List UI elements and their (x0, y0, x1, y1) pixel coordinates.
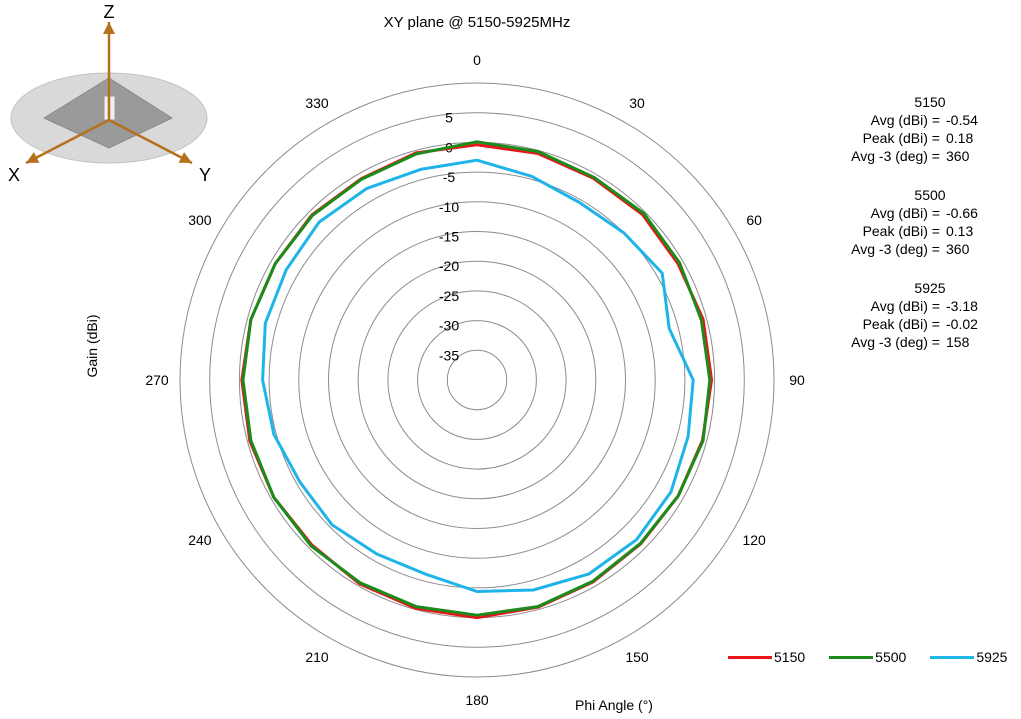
stat-bandwidth-label: Avg -3 (deg) = (851, 148, 940, 164)
grid-ring (446, 349, 508, 411)
stat-frequency: 5150 (914, 94, 946, 110)
stat-peak-row: Peak (dBi) = 0.18 (820, 129, 1000, 147)
angular-tick-label: 30 (629, 95, 645, 111)
stat-avg-row: Avg (dBi) = -0.66 (820, 204, 1000, 222)
radial-tick-label: -15 (439, 229, 459, 245)
angular-tick-label: 0 (473, 52, 481, 68)
stat-bandwidth-row: Avg -3 (deg) = 360 (820, 147, 1000, 165)
stat-avg-value: -0.54 (946, 112, 978, 128)
radial-tick-label: -10 (439, 199, 459, 215)
legend-item-5925: 5925 (930, 649, 1007, 665)
series-lines (240, 140, 714, 620)
stat-group-5500: 5500 Avg (dBi) = -0.66 Peak (dBi) = 0.13 Avg … (820, 186, 1000, 258)
grid-ring (209, 112, 745, 648)
legend-label: 5925 (976, 649, 1008, 665)
grid-ring (387, 290, 567, 470)
stat-bandwidth-row: Avg -3 (deg) = 158 (820, 333, 1000, 351)
stat-avg-value: -3.18 (946, 298, 978, 314)
radial-tick-label: 5 (445, 110, 453, 126)
legend-label: 5150 (774, 649, 806, 665)
legend-label: 5500 (875, 649, 907, 665)
stat-peak-label: Peak (dBi) = (862, 130, 940, 146)
stat-avg-row: Avg (dBi) = -3.18 (820, 297, 1000, 315)
angular-tick-label: 120 (742, 532, 766, 548)
x-axis-arrow (25, 118, 110, 165)
legend-swatch (829, 655, 874, 659)
stat-peak-label: Peak (dBi) = (862, 316, 940, 332)
x-axis-label: X (8, 165, 20, 185)
stat-avg-label: Avg (dBi) = (870, 205, 940, 221)
angular-tick-label: 90 (789, 372, 805, 388)
radial-tick-label: -25 (439, 288, 459, 304)
stat-group-5150: 5150 Avg (dBi) = -0.54 Peak (dBi) = 0.18 Avg … (820, 93, 1000, 165)
grid-ring (357, 260, 597, 500)
legend-item-5500: 5500 (829, 649, 906, 665)
grid-ring (179, 82, 775, 678)
angular-axis-label: Phi Angle (°) (575, 697, 653, 713)
radial-tick-label: -5 (443, 169, 456, 185)
angular-tick-label: 300 (188, 212, 212, 228)
stat-frequency: 5925 (914, 280, 946, 296)
axis-arrows (25, 22, 193, 165)
stat-avg-label: Avg (dBi) = (870, 112, 940, 128)
chart-title: XY plane @ 5150-5925MHz (384, 14, 571, 31)
series-line-5500 (241, 140, 712, 617)
z-axis-label: Z (104, 2, 115, 22)
stat-bandwidth-label: Avg -3 (deg) = (851, 334, 940, 350)
y-axis-label: Y (199, 165, 211, 185)
stat-bandwidth-value: 360 (946, 241, 970, 257)
y-axis-arrow (108, 118, 193, 165)
stat-avg-row: Avg (dBi) = -0.54 (820, 111, 1000, 129)
stat-peak-value: 0.13 (946, 223, 974, 239)
angular-tick-label: 240 (188, 532, 212, 548)
polar-grid (179, 82, 775, 678)
radial-axis-label: Gain (dBi) (84, 314, 100, 377)
stat-frequency: 5500 (914, 187, 946, 203)
angular-tick-label: 60 (746, 212, 762, 228)
angular-tick-label: 270 (145, 372, 169, 388)
stat-bandwidth-label: Avg -3 (deg) = (851, 241, 940, 257)
angular-tick-label: 180 (465, 692, 489, 708)
radial-tick-label: -35 (439, 347, 459, 363)
z-axis-arrow-head (103, 22, 115, 34)
angular-tick-labels: 0 30 60 90 120 150 180 210 240 270 300 330 (145, 52, 805, 708)
radial-tick-labels: 50-5-10-15-20-25-30-35 (439, 110, 459, 364)
grid-ring (268, 171, 686, 589)
angular-tick-label: 150 (625, 649, 649, 665)
axis-orientation-icon: Z X Y (8, 2, 211, 185)
radial-tick-label: -20 (439, 258, 459, 274)
stat-avg-label: Avg (dBi) = (870, 298, 940, 314)
stats-panel: 5150 Avg (dBi) = -0.54 Peak (dBi) = 0.18 Avg … (820, 93, 1000, 372)
grid-ring (328, 231, 626, 529)
stat-peak-row: Peak (dBi) = 0.13 (820, 222, 1000, 240)
stat-peak-value: -0.02 (946, 316, 978, 332)
stat-group-5925: 5925 Avg (dBi) = -3.18 Peak (dBi) = -0.02 Avg… (820, 279, 1000, 351)
grid-ring (417, 320, 537, 440)
y-axis-arrow-head (178, 152, 192, 163)
legend-swatch (728, 655, 772, 659)
angular-tick-label: 330 (305, 95, 329, 111)
stat-bandwidth-row: Avg -3 (deg) = 360 (820, 240, 1000, 258)
grid-ring (298, 201, 656, 559)
legend-swatch (930, 655, 975, 659)
series-line-5925 (261, 158, 695, 593)
radial-tick-label: -30 (439, 318, 459, 334)
angular-tick-label: 210 (305, 649, 329, 665)
legend-item-5150: 5150 (728, 649, 805, 665)
stat-peak-value: 0.18 (946, 130, 974, 146)
stat-peak-label: Peak (dBi) = (862, 223, 940, 239)
stat-avg-value: -0.66 (946, 205, 978, 221)
stat-peak-row: Peak (dBi) = -0.02 (820, 315, 1000, 333)
legend: 5150 5500 5925 (728, 649, 1021, 665)
x-axis-arrow-head (26, 152, 40, 163)
stat-bandwidth-value: 360 (946, 148, 970, 164)
stat-bandwidth-value: 158 (946, 334, 970, 350)
